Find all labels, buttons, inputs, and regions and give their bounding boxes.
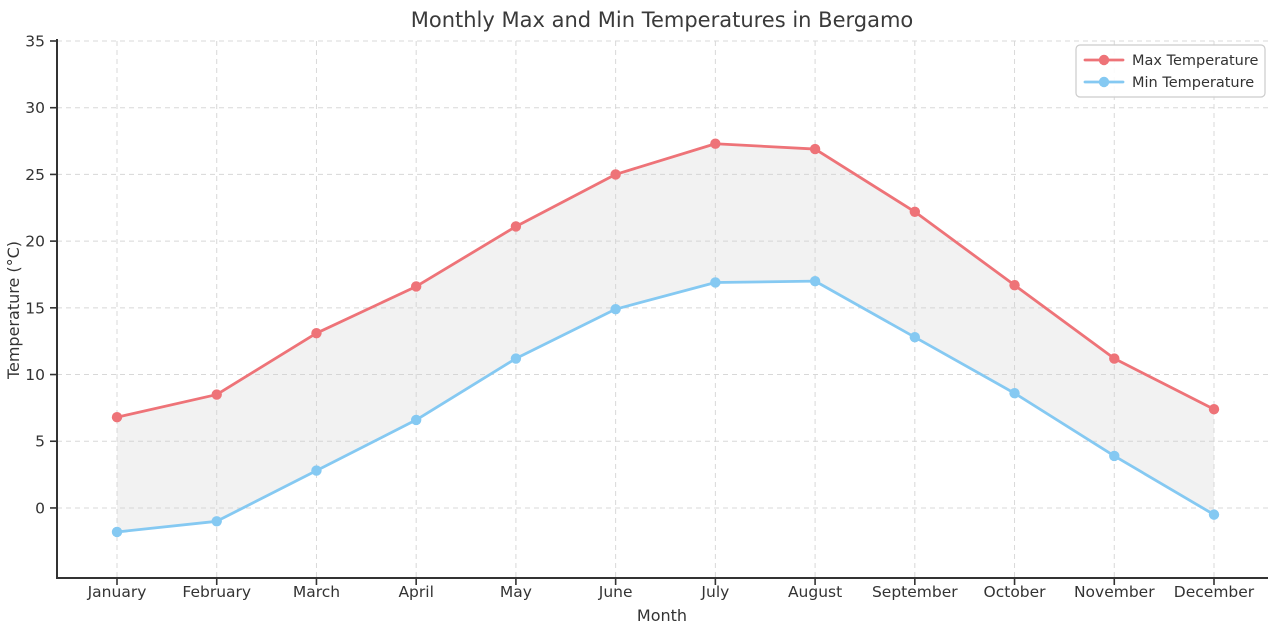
y-tick-label: 35 <box>25 33 45 51</box>
legend-marker <box>1098 54 1110 66</box>
legend-box <box>1075 44 1266 98</box>
max-temperature-line <box>115 142 1216 419</box>
x-tick-label: April <box>398 583 433 601</box>
max-temperature-point <box>1208 404 1220 415</box>
x-tick-label: March <box>293 583 340 601</box>
min-temperature-point <box>111 526 123 538</box>
min-temperature-point <box>510 353 522 364</box>
max-temperature-point <box>1109 353 1120 364</box>
legend-marker <box>1098 76 1110 88</box>
max-temperature-point <box>909 206 921 217</box>
x-axis-label: Month <box>637 606 687 625</box>
max-temperature-point <box>510 221 522 232</box>
x-tick-label: May <box>500 583 532 601</box>
y-tick-label: 5 <box>35 433 45 451</box>
max-temperature-point <box>111 412 123 423</box>
y-tick-label: 20 <box>25 233 45 251</box>
legend-entry-label: Min Temperature <box>1132 75 1254 91</box>
min-temperature-point <box>809 275 821 287</box>
chart-title: Monthly Max and Min Temperatures in Berg… <box>411 8 914 32</box>
min-temperature-point <box>1009 388 1020 399</box>
y-tick-label: 30 <box>25 99 45 117</box>
max-temperature-point <box>809 143 821 155</box>
y-tick-label: 15 <box>25 299 45 317</box>
series-layer <box>111 138 1220 538</box>
max-temperature-point <box>1009 279 1020 291</box>
min-temperature-point <box>410 414 422 426</box>
max-temperature-point <box>710 138 721 149</box>
x-tick-label: December <box>1174 583 1255 601</box>
min-temperature-point <box>211 516 222 527</box>
fill-between-layer <box>117 143 1214 532</box>
min-temperature-point <box>1109 450 1120 462</box>
min-temperature-point <box>1208 509 1220 520</box>
x-tick-label: November <box>1074 583 1155 601</box>
min-temperature-point <box>710 277 721 288</box>
max-temperature-point <box>211 389 222 400</box>
axes-layer <box>50 39 1268 585</box>
fill-between-region <box>117 143 1214 532</box>
min-temperature-point <box>610 303 621 315</box>
y-tick-label: 10 <box>25 366 45 384</box>
x-tick-label: October <box>984 583 1047 601</box>
y-axis-label: Temperature (°C) <box>4 241 23 380</box>
x-tick-label: February <box>182 583 251 601</box>
y-tick-label: 0 <box>35 499 45 517</box>
min-temperature-line <box>115 279 1216 534</box>
x-tick-label: January <box>87 583 147 601</box>
max-temperature-point <box>311 327 322 339</box>
legend-entry-label: Max Temperature <box>1132 53 1259 69</box>
min-temperature-point <box>909 331 921 343</box>
y-tick-label: 25 <box>25 166 45 184</box>
x-tick-label: June <box>598 583 633 601</box>
x-tick-label: July <box>700 583 729 601</box>
min-temperature-point <box>311 465 322 476</box>
x-tick-label: September <box>872 583 958 601</box>
max-temperature-point <box>410 281 422 292</box>
legend: Max Temperature Min Temperature <box>1075 44 1266 98</box>
x-tick-label: August <box>788 583 842 601</box>
grid-layer <box>57 40 1268 578</box>
tick-label-layer: 0 5 10 15 20 25 30 35 January February March April M… <box>25 33 1255 602</box>
max-temperature-point <box>610 169 621 180</box>
